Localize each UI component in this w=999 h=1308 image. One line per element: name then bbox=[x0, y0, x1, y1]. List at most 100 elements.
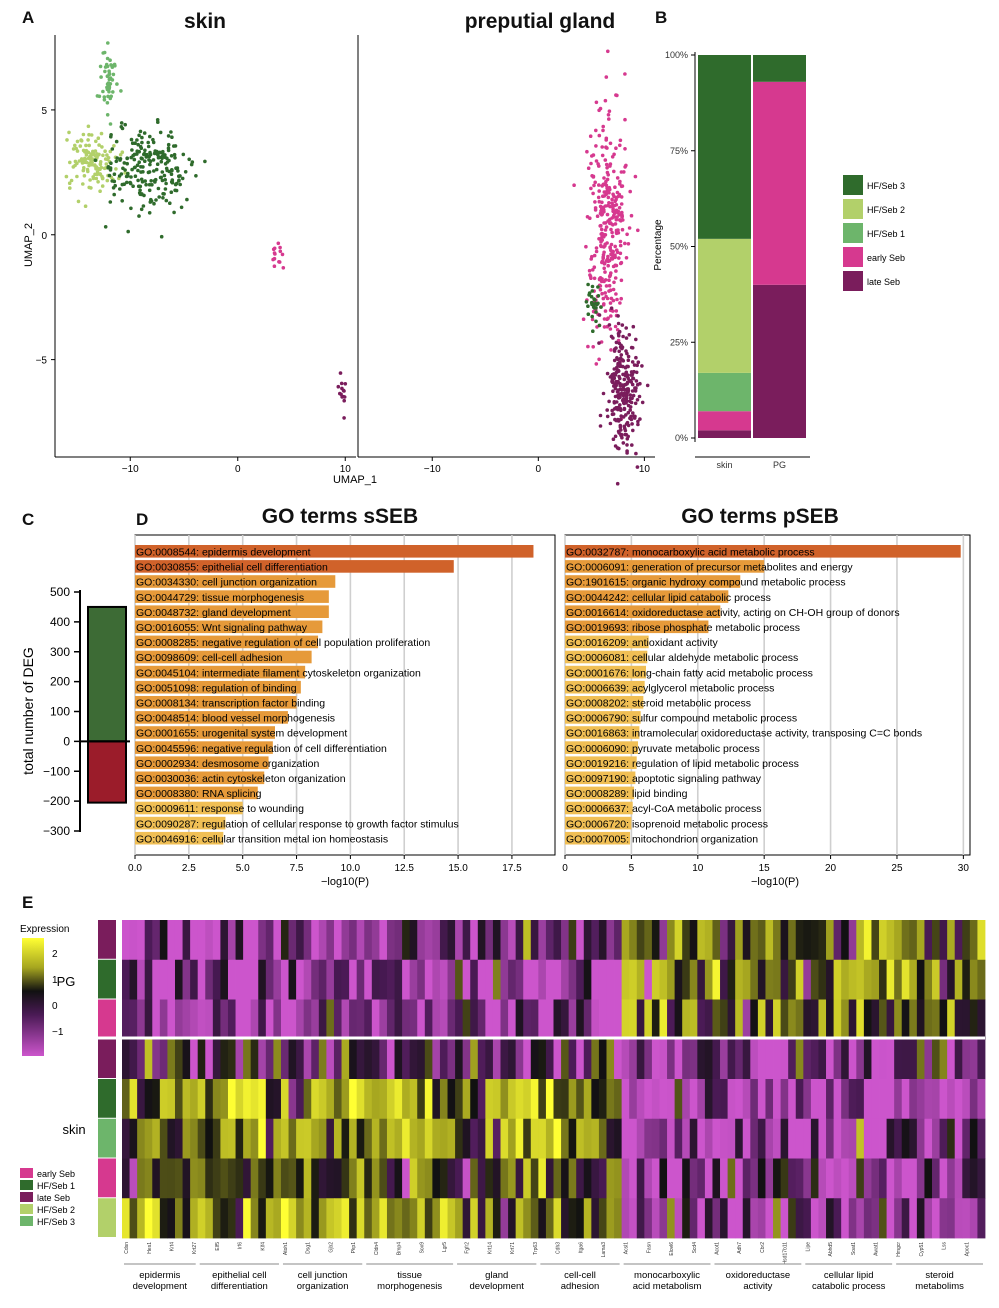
heatmap-cell bbox=[901, 1079, 910, 1120]
heatmap-cell bbox=[954, 959, 963, 1000]
heatmap-cell bbox=[288, 920, 297, 961]
heatmap-cell bbox=[810, 1039, 819, 1080]
umap-point bbox=[172, 152, 177, 157]
heatmap-cell bbox=[727, 1079, 736, 1120]
umap-point bbox=[338, 371, 343, 375]
heatmap-cell bbox=[424, 1079, 433, 1120]
umap-xtick-label: 0 bbox=[536, 464, 542, 475]
heatmap-cell bbox=[727, 959, 736, 1000]
heatmap-cell bbox=[833, 1039, 842, 1080]
umap-point bbox=[139, 146, 144, 150]
heatmap-cell bbox=[810, 959, 819, 1000]
heatmap-cell bbox=[795, 959, 804, 1000]
heatmap-cell bbox=[235, 1079, 244, 1120]
sseb-bar bbox=[135, 816, 226, 830]
pseb-bar bbox=[565, 650, 648, 664]
umap-point bbox=[79, 139, 84, 143]
umap-point bbox=[592, 183, 596, 188]
heatmap-cell bbox=[720, 1039, 729, 1080]
heatmap-cell bbox=[788, 999, 797, 1040]
heatmap-cell bbox=[795, 1198, 804, 1239]
sseb-bar bbox=[135, 560, 454, 573]
composition-chart: 100%75%50%25%0% skin PG Percentage HF/Seb… bbox=[653, 50, 905, 470]
heatmap-cell bbox=[303, 1158, 312, 1199]
umap-point bbox=[585, 149, 589, 154]
heatmap-cell bbox=[386, 1198, 395, 1239]
heatmap-cell bbox=[886, 999, 895, 1040]
heatmap-cell bbox=[742, 1118, 751, 1159]
heatmap-cell bbox=[871, 959, 880, 1000]
heatmap-cell bbox=[265, 1158, 274, 1199]
heatmap-cell bbox=[402, 959, 411, 1000]
pseb-term-label: GO:0016863: intramolecular oxidoreductas… bbox=[566, 728, 922, 740]
heatmap-cell bbox=[803, 1079, 812, 1120]
heatmap-cell bbox=[409, 1039, 418, 1080]
heatmap-cell bbox=[916, 1158, 925, 1199]
heatmap-cell bbox=[909, 999, 918, 1040]
heatmap-gene-label: Krt27 bbox=[192, 1242, 198, 1254]
umap-point bbox=[141, 204, 146, 208]
umap-point bbox=[277, 260, 281, 264]
heatmap-cell bbox=[561, 1039, 570, 1080]
sseb-term-label: GO:0001655: urogenital system developmen… bbox=[136, 728, 347, 740]
umap-point bbox=[143, 179, 147, 183]
umap-point bbox=[586, 344, 590, 349]
heatmap-cell bbox=[280, 999, 289, 1040]
heatmap-cell bbox=[303, 959, 312, 1000]
heatmap-cell bbox=[273, 1158, 282, 1199]
umap-point bbox=[105, 64, 110, 69]
heatmap-cell bbox=[182, 1158, 191, 1199]
pseb-bar bbox=[565, 620, 709, 634]
heatmap-cell bbox=[757, 920, 766, 961]
heatmap-cell bbox=[538, 1079, 547, 1120]
heatmap-cell bbox=[508, 1079, 517, 1120]
heatmap-cell bbox=[848, 1198, 857, 1239]
heatmap-cell bbox=[508, 1118, 517, 1159]
heatmap-cell bbox=[258, 920, 267, 961]
umap-point bbox=[626, 242, 631, 246]
heatmap-cell bbox=[409, 1079, 418, 1120]
heatmap-cell bbox=[167, 920, 176, 961]
heatmap-cell bbox=[424, 959, 433, 1000]
heatmap-cell bbox=[674, 1158, 683, 1199]
pseb-term-label: GO:0006091: generation of precursor meta… bbox=[566, 562, 853, 574]
umap-point bbox=[125, 161, 129, 166]
heatmap-cell bbox=[826, 1079, 834, 1120]
heatmap-cell bbox=[265, 920, 274, 961]
umap-point bbox=[591, 302, 596, 306]
umap-point bbox=[96, 180, 100, 184]
heatmap-cell bbox=[969, 1118, 978, 1159]
pseb-term-label: GO:0016614: oxidoreductase activity, act… bbox=[566, 607, 900, 619]
heatmap-gene-label: Cyp51 bbox=[919, 1242, 925, 1257]
umap-point bbox=[608, 164, 612, 168]
umap-point bbox=[615, 215, 619, 219]
heatmap-cell bbox=[122, 1158, 130, 1199]
heatmap-cell bbox=[614, 1079, 623, 1120]
heatmap-cell bbox=[712, 1079, 721, 1120]
composition-ytick-label: 25% bbox=[670, 337, 688, 347]
heatmap-cell bbox=[432, 999, 441, 1040]
heatmap-cell bbox=[258, 999, 267, 1040]
heatmap-cell bbox=[137, 1198, 146, 1239]
heatmap-cell bbox=[704, 999, 713, 1040]
umap-point bbox=[614, 146, 618, 150]
sseb-bar bbox=[135, 665, 306, 679]
heatmap-cell bbox=[735, 1118, 744, 1159]
heatmap-cell bbox=[379, 1198, 388, 1239]
heatmap-cell bbox=[644, 920, 653, 961]
heatmap-cell bbox=[636, 1079, 645, 1120]
heatmap-cell bbox=[280, 1198, 289, 1239]
umap-point bbox=[611, 287, 616, 292]
umap-point bbox=[608, 187, 612, 192]
umap-point bbox=[603, 278, 608, 282]
heatmap-cell bbox=[447, 1039, 456, 1080]
umap-point bbox=[152, 178, 157, 183]
umap-point bbox=[615, 190, 620, 195]
heatmap-cell bbox=[803, 959, 812, 1000]
heatmap-cell bbox=[220, 1079, 229, 1120]
umap-point bbox=[586, 304, 590, 309]
heatmap-cell bbox=[757, 999, 766, 1040]
heatmap-cell bbox=[916, 999, 925, 1040]
heatmap-cell bbox=[545, 999, 554, 1040]
heatmap-gene-label: Adh7 bbox=[737, 1242, 743, 1254]
